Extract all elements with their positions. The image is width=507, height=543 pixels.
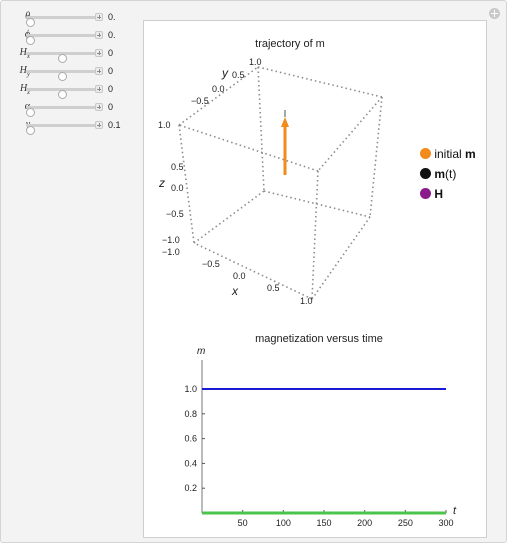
z-tick-4: −0.5 [166,209,184,219]
theta-value: 0. [108,12,116,22]
chart-xlabel: t [453,505,457,517]
z-tick-3: 0.0 [171,183,184,193]
axis-z-label: z [158,176,165,190]
hz-expand-icon[interactable] [95,85,103,93]
z-tick-5: −1.0 [162,235,180,245]
hz-slider-thumb[interactable] [57,90,67,99]
alpha-slider-track[interactable] [26,106,98,117]
y-top-tick-1: 0.5 [232,70,245,80]
y-left-tick-2: 0.0 [212,84,225,94]
phi-value: 0. [108,30,116,40]
hx-slider-thumb[interactable] [57,54,67,63]
chart-title: magnetization versus time [255,333,383,345]
black-dot-icon [420,168,431,179]
hy-expand-icon[interactable] [95,67,103,75]
y-tick-label: 1.0 [184,384,197,394]
theta-control: θ 0. [8,10,148,27]
x-tick-label: 300 [438,518,453,528]
hy-value: 0 [108,66,114,76]
plot3d-title: trajectory of m [255,38,325,50]
hx-slider-track[interactable] [26,52,98,63]
hy-symbol: H [19,65,27,76]
hz-slider-track[interactable] [26,88,98,99]
gamma-expand-icon[interactable] [95,121,103,129]
x-tick-label: 200 [357,518,372,528]
trajectory-3d-plot[interactable]: trajectory of m y 0.5 1.0 −0.5 0.0 [144,21,486,321]
legend-item-initial-m: initial m [420,144,476,164]
y-tick-label: 0.2 [184,483,197,493]
gamma-value: 0.1 [108,120,121,130]
axis-y-label: y [221,66,229,80]
hy-subscript: y [26,70,30,78]
hx-expand-icon[interactable] [95,49,103,57]
magnetization-chart[interactable]: magnetization versus time m t 50 100 150 20… [144,326,486,536]
hz-subscript: z [27,88,30,96]
hz-symbol: H [20,83,28,94]
purple-dot-icon [420,188,431,199]
legend-item-m-t: m(t) [420,164,476,184]
gamma-slider-thumb[interactable] [26,126,35,135]
gamma-slider-track[interactable] [26,124,98,135]
y-top-tick-2: 1.0 [249,57,262,67]
phi-control: ϕ 0. [8,28,148,45]
hx-label: Hx [8,46,30,63]
hy-slider-track[interactable] [26,70,98,81]
hy-control: Hy 0 [8,64,148,81]
y-tick-label: 0.8 [184,409,197,419]
theta-slider-thumb[interactable] [26,18,35,27]
axis-x-label: x [231,284,239,298]
legend-item-h: H [420,184,476,204]
theta-expand-icon[interactable] [95,13,103,21]
x-tick-label: 100 [276,518,291,528]
y-left-tick-1: −0.5 [191,96,209,106]
hx-control: Hx 0 [8,46,148,63]
legend-label-initial: initial [434,147,466,161]
hz-label: Hz [8,82,30,99]
alpha-value: 0 [108,102,114,112]
z-tick-1: 1.0 [158,120,171,130]
bounding-box [178,66,383,300]
alpha-slider-thumb[interactable] [26,108,35,117]
hz-control: Hz 0 [8,82,148,99]
phi-slider-thumb[interactable] [26,36,35,45]
hx-value: 0 [108,48,114,58]
options-plus-icon[interactable] [489,8,500,19]
phi-slider-track[interactable] [26,34,98,45]
x-tick-label: 150 [316,518,331,528]
hz-value: 0 [108,84,114,94]
legend-label-m-bold: m [465,147,476,161]
y-tick-label: 0.6 [184,434,197,444]
hx-symbol: H [19,47,27,58]
alpha-control: α 0 [8,100,148,117]
x-tick-3: 0.0 [233,271,246,281]
output-panel: trajectory of m y 0.5 1.0 −0.5 0.0 [143,20,487,538]
gamma-control: γ 0.1 [8,118,148,135]
legend: initial m m(t) H [420,144,476,204]
hx-subscript: x [26,52,30,60]
theta-slider-track[interactable] [26,16,98,27]
legend-label-h-bold: H [434,187,444,201]
z-tick-2: 0.5 [171,162,184,172]
legend-label-t: (t) [445,167,457,181]
hy-label: Hy [8,64,30,81]
hy-slider-thumb[interactable] [57,72,67,81]
x-tick-2: −0.5 [202,259,220,269]
phi-expand-icon[interactable] [95,31,103,39]
initial-m-arrow [281,110,289,175]
alpha-expand-icon[interactable] [95,103,103,111]
orange-dot-icon [420,148,431,159]
x-tick-label: 250 [398,518,413,528]
chart-ylabel: m [197,346,205,357]
x-tick-label: 50 [238,518,248,528]
x-tick-5: 1.0 [300,296,313,306]
legend-label-m2-bold: m [434,167,446,181]
x-tick-1: −1.0 [162,247,180,257]
y-tick-label: 0.4 [184,458,197,468]
x-tick-4: 0.5 [267,283,280,293]
